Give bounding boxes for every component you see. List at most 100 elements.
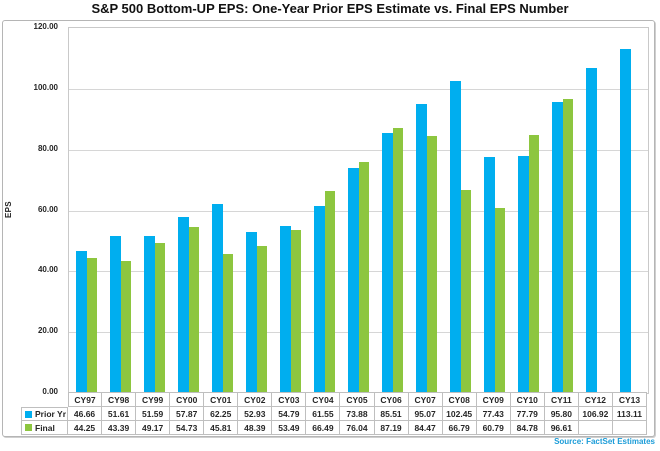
bar-prior-yr [143,236,155,393]
bar-final [290,230,301,393]
y-axis-tick: 40.00 [37,265,58,275]
bar-final [188,226,199,393]
bar-prior-yr [552,101,564,393]
bar-final [563,99,574,393]
bar-prior-yr [75,251,87,393]
table-cell-final: 60.79 [476,421,511,435]
legend-cell-final: Final [21,421,68,435]
table-cell-final: 45.81 [204,421,239,435]
legend-cell-prior-yr: Prior Yr [21,407,68,421]
bar-final [529,135,540,393]
y-axis-tick: 80.00 [37,143,58,153]
bar-prior-yr [586,67,598,393]
column-header: CY00 [170,392,205,407]
bar-prior-yr [416,103,428,393]
table-cell-final: 49.17 [136,421,171,435]
table-cell-prior-yr: 62.25 [204,407,239,421]
column-header: CY98 [102,392,137,407]
bar-prior-yr [484,157,496,393]
table-cell-prior-yr: 106.92 [578,407,613,421]
bar-prior-yr [109,236,121,393]
table-cell-prior-yr: 95.80 [544,407,579,421]
table-cell-final: 96.61 [544,421,579,435]
bar-prior-yr [279,226,291,393]
column-header: CY04 [306,392,341,407]
gridline [69,88,648,90]
y-axis-tick: 120.00 [33,22,58,31]
legend-label: Final [35,422,55,433]
bar-final [359,161,369,393]
column-header: CY97 [68,392,103,407]
table-cell-prior-yr: 73.88 [340,407,375,421]
column-header: CY12 [578,392,613,407]
column-header: CY09 [476,392,511,407]
y-axis-tick: 60.00 [37,204,58,214]
legend-swatch-final [25,424,32,431]
table-cell-final: 84.78 [510,421,545,435]
table-cell-prior-yr: 57.87 [170,407,205,421]
bar-prior-yr [177,216,189,393]
table-cell-prior-yr: 102.45 [442,407,477,421]
table-cell-final: 66.79 [442,421,477,435]
table-cell-prior-yr: 51.61 [102,407,137,421]
table-cell-prior-yr: 85.51 [374,407,409,421]
bar-final [120,261,131,393]
table-cell-prior-yr: 46.66 [68,407,103,421]
table-cell-final: 48.39 [238,421,273,435]
column-header: CY01 [204,392,239,407]
bar-prior-yr [382,132,394,393]
table-cell-final: 84.47 [408,421,443,435]
column-header: CY13 [612,392,647,407]
column-header: CY03 [272,392,307,407]
column-header: CY06 [374,392,409,407]
bar-final [461,189,472,393]
column-header: CY07 [408,392,443,407]
table-cell-final: 53.49 [272,421,307,435]
bar-prior-yr [620,48,632,393]
table-cell-final: 54.73 [170,421,205,435]
legend-label: Prior Yr [35,409,67,419]
column-header: CY05 [340,392,375,407]
table-cell-final: 43.39 [102,421,137,435]
table-cell-prior-yr: 77.43 [476,407,511,421]
table-cell-final: 87.19 [374,421,409,435]
y-axis-tick: 100.00 [33,82,58,92]
bar-prior-yr [518,156,530,393]
bar-final [222,253,233,393]
table-cell-prior-yr: 51.59 [136,407,171,421]
table-cell-prior-yr: 113.11 [612,407,647,421]
plot-area [68,27,649,394]
bar-final [154,243,165,393]
bar-final [256,245,267,393]
y-axis-tick: 20.00 [37,326,58,336]
column-header: CY10 [510,392,545,407]
table-cell-final [578,421,613,435]
table-cell-prior-yr: 54.79 [272,407,307,421]
chart-title: S&P 500 Bottom-UP EPS: One-Year Prior EP… [91,1,569,16]
bar-prior-yr [450,81,462,393]
bar-final [393,127,404,393]
table-cell-prior-yr: 77.79 [510,407,545,421]
bar-prior-yr [313,205,325,393]
column-header: CY99 [136,392,171,407]
source-note: Source: FactSet Estimates [554,437,655,446]
bar-final [324,190,335,393]
table-cell-prior-yr: 95.07 [408,407,443,421]
y-axis-tick: 0.00 [42,387,58,396]
column-header: CY02 [238,392,273,407]
table-cell-final: 76.04 [340,421,375,435]
table-cell-prior-yr: 61.55 [306,407,341,421]
bar-final [86,258,97,393]
bar-prior-yr [211,203,223,393]
column-header: CY08 [442,392,477,407]
gridline [69,149,648,151]
column-header: CY11 [544,392,579,407]
bar-final [495,208,506,393]
table-corner-cell [21,392,68,407]
table-cell-final [612,421,647,435]
bar-prior-yr [245,232,257,393]
table-cell-prior-yr: 52.93 [238,407,273,421]
bar-final [427,136,438,393]
table-cell-final: 44.25 [68,421,103,435]
